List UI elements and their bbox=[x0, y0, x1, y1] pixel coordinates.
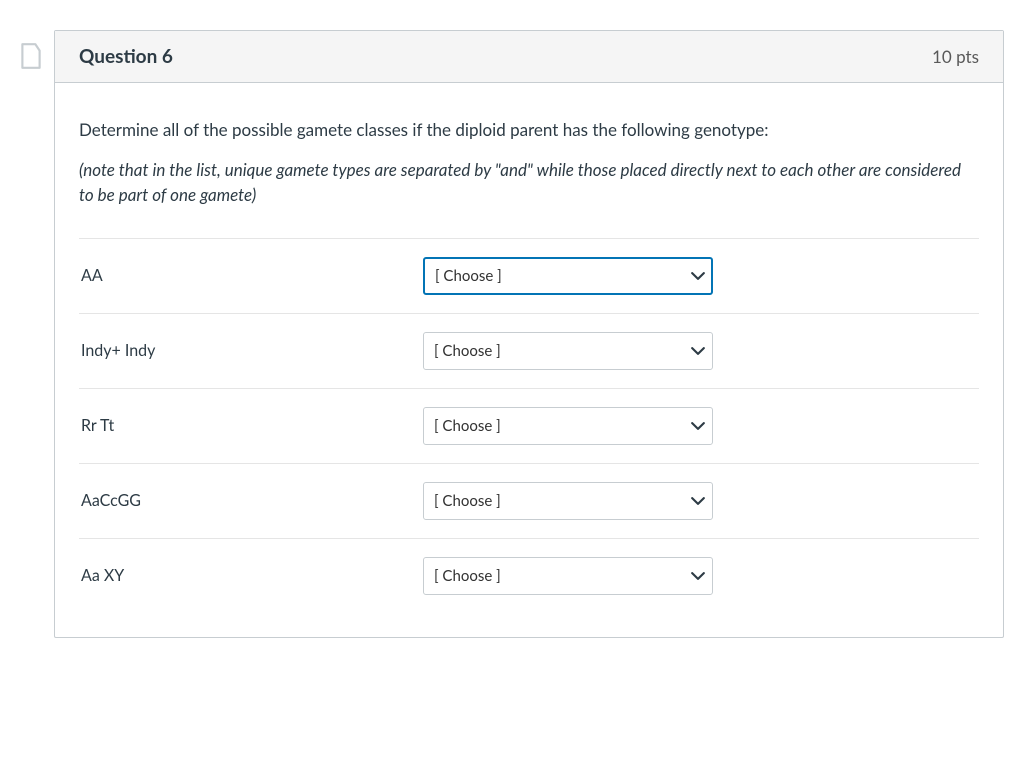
answer-select[interactable]: [ Choose ] bbox=[423, 257, 713, 295]
prompt-note: (note that in the list, unique gamete ty… bbox=[79, 157, 979, 208]
match-select-cell: [ Choose ] bbox=[421, 463, 979, 538]
matching-row: AA[ Choose ] bbox=[79, 238, 979, 313]
match-label: AaCcGG bbox=[79, 463, 421, 538]
match-label: Indy+ Indy bbox=[79, 313, 421, 388]
page-wrap: Question 6 10 pts Determine all of the p… bbox=[20, 30, 1004, 638]
match-label: Rr Tt bbox=[79, 388, 421, 463]
match-select-cell: [ Choose ] bbox=[421, 538, 979, 613]
matching-row: Aa XY[ Choose ] bbox=[79, 538, 979, 613]
select-wrap: [ Choose ] bbox=[423, 407, 713, 445]
question-points: 10 pts bbox=[932, 46, 979, 67]
match-select-cell: [ Choose ] bbox=[421, 388, 979, 463]
select-wrap: [ Choose ] bbox=[423, 557, 713, 595]
match-label: Aa XY bbox=[79, 538, 421, 613]
prompt-main: Determine all of the possible gamete cla… bbox=[79, 117, 979, 143]
bookmark-icon bbox=[20, 42, 42, 70]
question-card: Question 6 10 pts Determine all of the p… bbox=[54, 30, 1004, 638]
match-select-cell: [ Choose ] bbox=[421, 313, 979, 388]
select-wrap: [ Choose ] bbox=[423, 332, 713, 370]
answer-select[interactable]: [ Choose ] bbox=[423, 332, 713, 370]
select-wrap: [ Choose ] bbox=[423, 482, 713, 520]
question-header: Question 6 10 pts bbox=[55, 31, 1003, 83]
matching-row: Rr Tt[ Choose ] bbox=[79, 388, 979, 463]
question-body: Determine all of the possible gamete cla… bbox=[55, 83, 1003, 637]
answer-select[interactable]: [ Choose ] bbox=[423, 482, 713, 520]
select-wrap: [ Choose ] bbox=[423, 257, 713, 295]
answer-select[interactable]: [ Choose ] bbox=[423, 407, 713, 445]
match-select-cell: [ Choose ] bbox=[421, 238, 979, 313]
matching-table: AA[ Choose ]Indy+ Indy[ Choose ]Rr Tt[ C… bbox=[79, 238, 979, 613]
match-label: AA bbox=[79, 238, 421, 313]
question-title: Question 6 bbox=[79, 45, 173, 68]
matching-row: Indy+ Indy[ Choose ] bbox=[79, 313, 979, 388]
answer-select[interactable]: [ Choose ] bbox=[423, 557, 713, 595]
matching-row: AaCcGG[ Choose ] bbox=[79, 463, 979, 538]
